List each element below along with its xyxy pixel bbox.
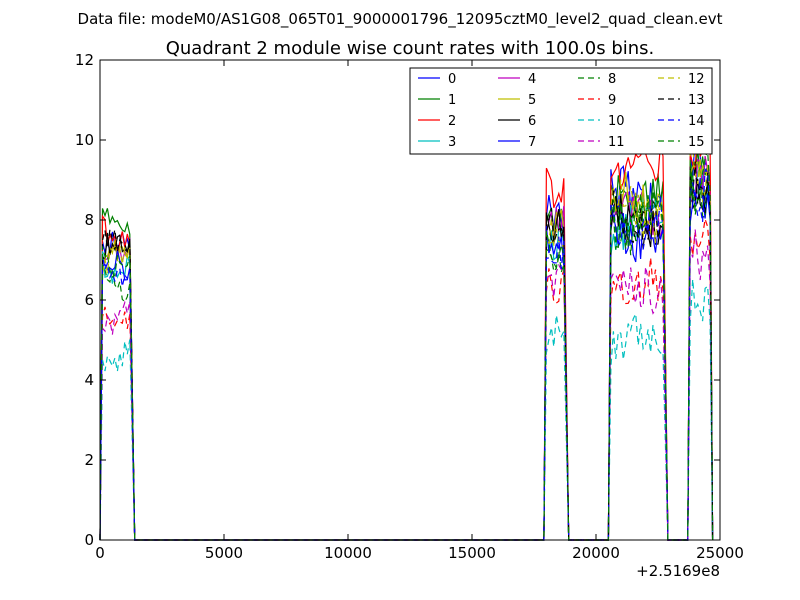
y-tick-label: 2 xyxy=(84,451,94,469)
series-layer xyxy=(99,120,714,541)
legend-label: 6 xyxy=(528,114,536,129)
series-line-12 xyxy=(99,142,714,541)
x-offset-label: +2.5169e8 xyxy=(636,562,720,580)
legend-label: 0 xyxy=(448,72,456,87)
figure-suptitle: Data file: modeM0/AS1G08_065T01_90000017… xyxy=(78,10,723,29)
legend-label: 13 xyxy=(688,93,705,108)
legend-label: 1 xyxy=(448,93,456,108)
x-tick-label: 20000 xyxy=(572,544,620,562)
x-tick-label: 15000 xyxy=(448,544,496,562)
x-tick-label: 25000 xyxy=(696,544,744,562)
series-line-14 xyxy=(99,167,714,541)
legend-label: 8 xyxy=(608,72,616,87)
legend-label: 2 xyxy=(448,114,456,129)
x-tick-label: 10000 xyxy=(324,544,372,562)
legend-label: 11 xyxy=(608,135,625,150)
legend-label: 9 xyxy=(608,93,616,108)
series-line-8 xyxy=(99,175,714,541)
y-tick-label: 8 xyxy=(84,211,94,229)
legend-label: 7 xyxy=(528,135,536,150)
x-tick-label: 0 xyxy=(95,544,105,562)
legend-frame xyxy=(409,67,713,155)
y-tick-label: 12 xyxy=(75,51,94,69)
legend-label: 14 xyxy=(688,114,705,129)
series-line-15 xyxy=(99,149,714,541)
series-line-10 xyxy=(99,279,714,541)
x-tick-label: 5000 xyxy=(205,544,243,562)
legend-label: 4 xyxy=(528,72,536,87)
y-tick-label: 4 xyxy=(84,371,94,389)
y-tick-label: 6 xyxy=(84,291,94,309)
legend-label: 15 xyxy=(688,135,705,150)
legend-label: 5 xyxy=(528,93,536,108)
legend-label: 12 xyxy=(688,72,705,87)
y-tick-label: 0 xyxy=(84,531,94,549)
legend-label: 10 xyxy=(608,114,625,129)
legend-label: 3 xyxy=(448,135,456,150)
y-tick-label: 10 xyxy=(75,131,94,149)
chart-title: Quadrant 2 module wise count rates with … xyxy=(166,38,655,59)
